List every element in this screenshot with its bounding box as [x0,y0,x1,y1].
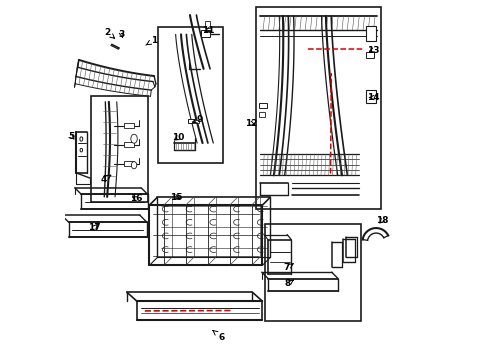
Text: 8: 8 [284,279,293,288]
Bar [124,161,134,166]
Text: 18: 18 [376,216,388,225]
Text: 3: 3 [119,30,125,39]
Bar [258,103,266,108]
Bar [124,142,134,148]
Text: 12: 12 [244,119,257,128]
Text: 10: 10 [172,133,184,142]
Bar [188,119,193,123]
Text: 14: 14 [366,93,378,102]
Ellipse shape [131,162,137,169]
Text: 4: 4 [101,175,111,184]
Ellipse shape [80,148,82,152]
Text: 7: 7 [283,264,293,273]
Text: 6: 6 [212,330,224,342]
Bar [255,7,380,210]
Text: 15: 15 [170,193,182,202]
Bar [258,112,265,117]
Text: 11: 11 [201,26,214,35]
Text: 9: 9 [192,115,203,124]
Bar [205,21,209,28]
Bar [265,225,361,320]
Bar [91,96,147,202]
Bar [201,30,209,37]
Text: 1: 1 [145,36,157,45]
Bar [158,27,223,163]
Bar [366,51,373,58]
Text: 16: 16 [130,194,142,203]
Text: 17: 17 [88,223,101,232]
Text: 2: 2 [104,28,114,39]
Text: 5: 5 [68,132,75,141]
Bar [124,123,134,129]
Ellipse shape [80,137,82,141]
Text: 13: 13 [366,46,378,55]
Bar [366,26,376,41]
Bar [195,120,199,123]
Ellipse shape [131,134,137,143]
Bar [365,90,375,103]
